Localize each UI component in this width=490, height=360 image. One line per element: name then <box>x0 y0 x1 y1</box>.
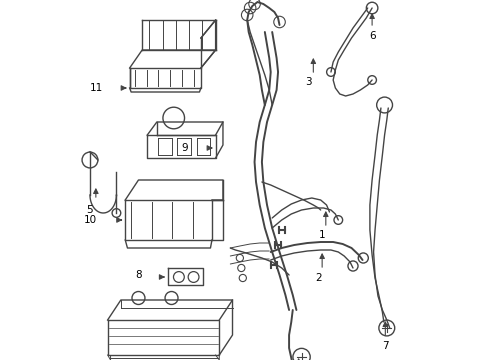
Text: 1: 1 <box>319 230 325 240</box>
Text: 6: 6 <box>369 31 375 41</box>
Text: 10: 10 <box>84 215 98 225</box>
Text: 2: 2 <box>315 273 322 283</box>
Text: 7: 7 <box>382 341 389 351</box>
Text: 8: 8 <box>136 270 142 280</box>
Text: 11: 11 <box>90 83 103 93</box>
Text: 5: 5 <box>86 205 93 215</box>
Text: 3: 3 <box>306 77 312 87</box>
Text: 9: 9 <box>182 143 189 153</box>
